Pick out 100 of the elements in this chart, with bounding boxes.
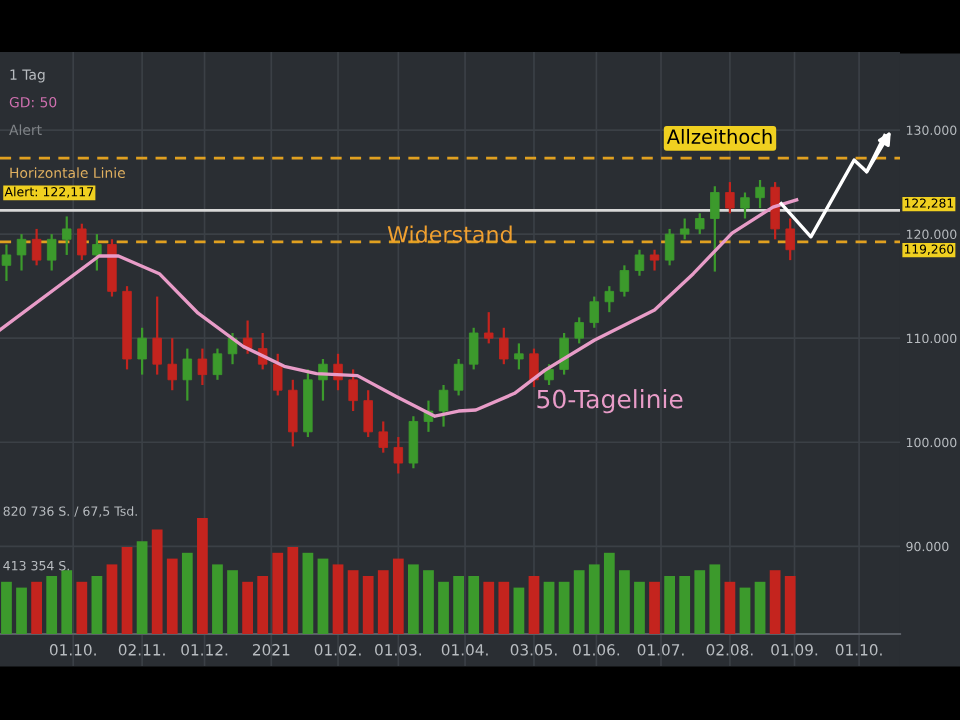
annotation: Widerstand (387, 225, 512, 243)
bar (679, 576, 691, 634)
bar (362, 576, 374, 634)
bar (287, 547, 299, 634)
series-label: 50-Tagelinie (537, 389, 683, 414)
candlestick (544, 363, 554, 387)
candlestick (664, 227, 675, 267)
bar (724, 581, 736, 634)
bar (438, 581, 449, 634)
bar (181, 552, 193, 634)
bar (603, 552, 615, 634)
bar (513, 587, 525, 634)
candlestick (484, 311, 494, 345)
bar (619, 570, 630, 634)
candlestick (152, 295, 162, 376)
bar (558, 581, 570, 634)
bar (136, 541, 148, 634)
candlestick (770, 180, 780, 241)
candlestick (529, 347, 539, 389)
bar (543, 581, 555, 634)
candlestick (604, 285, 615, 314)
bar (347, 570, 359, 634)
bar (31, 581, 42, 634)
bar (769, 570, 781, 634)
candlestick (574, 316, 584, 345)
bar (121, 547, 133, 634)
candlestick (740, 191, 750, 220)
candlestick (695, 212, 705, 236)
bar (227, 570, 238, 634)
candlestick (725, 180, 735, 215)
bar (573, 570, 585, 634)
bar (332, 564, 344, 634)
candlestick (634, 248, 645, 277)
bar (528, 576, 540, 634)
bar (151, 529, 163, 634)
bar (649, 581, 660, 634)
bar (784, 576, 796, 634)
bar (16, 587, 27, 634)
candlestick (755, 178, 765, 210)
bar (61, 570, 73, 634)
candlestick (212, 347, 223, 381)
candlestick (197, 347, 208, 387)
candlestick (499, 326, 509, 366)
candlestick (46, 233, 57, 272)
bar (423, 570, 434, 634)
bar (694, 570, 706, 634)
bar (392, 558, 404, 634)
candlestick (348, 368, 358, 413)
bar (91, 576, 103, 634)
bar (76, 581, 88, 634)
candlestick (408, 415, 419, 470)
bar (302, 552, 314, 634)
bar (106, 564, 118, 634)
candlestick (288, 378, 298, 448)
bar (197, 518, 208, 634)
candlestick (514, 342, 524, 371)
candlestick (468, 326, 479, 371)
candlestick (453, 357, 464, 397)
candlestick (363, 389, 373, 439)
candlestick (619, 264, 630, 298)
candlestick (649, 248, 660, 272)
bar (709, 564, 721, 634)
candlestick (62, 215, 72, 257)
candlestick (182, 347, 193, 402)
bar (453, 576, 464, 634)
candlestick (77, 222, 87, 262)
candlestick (31, 227, 42, 267)
bar (377, 570, 389, 634)
bar (317, 558, 329, 634)
candlestick (589, 295, 599, 329)
candlestick (679, 217, 690, 241)
candlestick (137, 326, 147, 376)
bar (1, 581, 12, 634)
candlestick (107, 238, 117, 298)
candlestick (92, 233, 102, 272)
bar (739, 587, 751, 634)
bar (408, 564, 419, 634)
candlestick (710, 185, 720, 273)
candlestick (167, 337, 177, 392)
bar (242, 581, 253, 634)
bar (754, 581, 766, 634)
bar (272, 552, 284, 634)
bar (257, 576, 269, 634)
candlestick (378, 420, 388, 454)
candlestick (438, 383, 449, 428)
bar (588, 564, 600, 634)
candlestick (785, 217, 795, 262)
candlestick (16, 233, 27, 272)
bar (46, 576, 58, 634)
candlestick (273, 352, 283, 397)
bar (468, 576, 480, 634)
ref-line-label: Allzeithoch (666, 128, 772, 144)
bar (498, 581, 510, 634)
bar (483, 581, 495, 634)
candlestick (1, 243, 12, 283)
bar (212, 564, 223, 634)
bar (634, 581, 645, 634)
bar (166, 558, 178, 634)
candlestick (393, 435, 404, 475)
bar (664, 576, 675, 634)
